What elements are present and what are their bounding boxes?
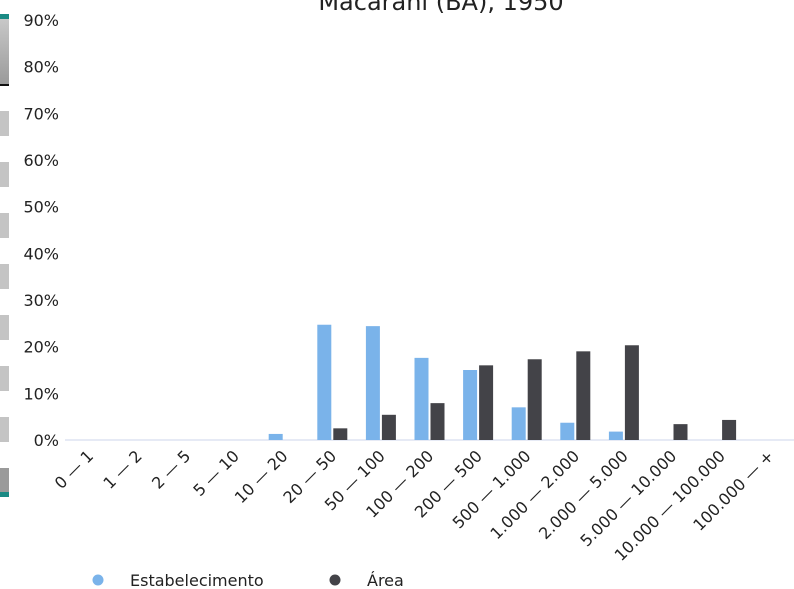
legend-item-area[interactable]: Área [329,571,404,589]
scrollbar-handle-bottom[interactable] [0,492,9,497]
scrollbar-handle-top[interactable] [0,14,9,19]
scrollbar-thumb[interactable] [0,19,9,85]
y-tick-label: 0% [34,431,59,450]
y-tick-label: 40% [23,244,59,263]
bar-estabelecimento[interactable] [414,357,429,440]
bar-estabelecimento[interactable] [560,422,575,440]
x-tick-label: 2 — 5 [148,446,194,492]
y-tick-label: 20% [23,338,59,357]
bar-area[interactable] [381,414,396,440]
y-tick-label: 90% [23,11,59,30]
bar-estabelecimento[interactable] [268,433,283,440]
bar-estabelecimento[interactable] [463,370,478,440]
legend: Estabelecimento Área [92,571,404,589]
bar-estabelecimento[interactable] [608,431,623,440]
bar-estabelecimento[interactable] [511,407,526,440]
bar-area[interactable] [333,428,348,440]
bar-area[interactable] [722,419,737,440]
y-axis: 0% 10% 20% 30% 40% 50% 60% 70% 80% 90% [23,11,59,450]
bar-area[interactable] [527,359,542,440]
bar-area[interactable] [624,345,639,440]
scrollbar-track[interactable] [0,111,9,493]
y-tick-label: 50% [23,198,59,217]
y-tick-label: 30% [23,291,59,310]
legend-label: Estabelecimento [130,571,264,589]
left-scrollbar[interactable] [0,14,9,497]
legend-item-estabelecimento[interactable]: Estabelecimento [92,571,264,589]
bar-estabelecimento[interactable] [365,326,380,440]
bar-area[interactable] [479,365,494,440]
bars [268,324,737,440]
bar-area[interactable] [673,424,688,440]
scrollbar-thumb-edge [0,84,9,86]
legend-marker [92,574,104,586]
x-tick-label: 1 — 2 [99,446,145,492]
legend-marker [329,574,341,586]
bar-area[interactable] [576,351,591,440]
y-tick-label: 60% [23,151,59,170]
y-tick-label: 70% [23,104,59,123]
y-tick-label: 10% [23,384,59,403]
legend-label: Área [367,571,404,589]
x-tick-label: 0 — 1 [51,446,97,492]
y-tick-label: 80% [23,58,59,77]
bar-estabelecimento[interactable] [317,324,332,440]
chart-title: Macarani (BA), 1950 [318,0,563,16]
bar-area[interactable] [430,403,445,440]
